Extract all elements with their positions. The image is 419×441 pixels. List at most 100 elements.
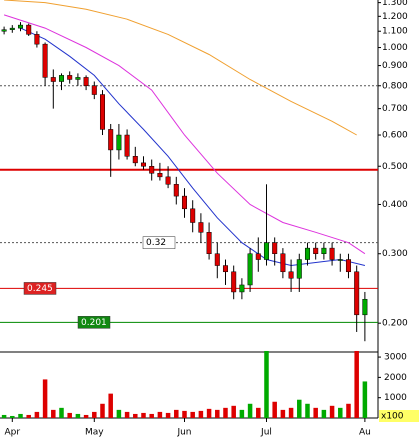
y-tick-label: 0.200 xyxy=(382,319,408,329)
candle-body xyxy=(206,232,212,254)
y-tick-label: 0.800 xyxy=(382,81,408,91)
candle-body xyxy=(26,24,32,35)
volume-bar xyxy=(362,381,368,418)
volume-bar xyxy=(149,413,154,418)
volume-bar xyxy=(239,409,245,418)
plot-bg xyxy=(0,0,378,418)
candle-body xyxy=(313,247,319,254)
y-tick-label: 1000 xyxy=(384,393,407,403)
volume-bar xyxy=(313,407,318,418)
y-tick-label: 2000 xyxy=(384,373,407,383)
candle-body xyxy=(329,247,335,260)
candle-body xyxy=(58,75,65,82)
candle-body xyxy=(345,259,351,273)
candle-body xyxy=(149,166,155,174)
level-label-box xyxy=(77,316,111,329)
volume-bar xyxy=(141,412,146,418)
volume-bar xyxy=(329,405,335,418)
volume-bar xyxy=(206,408,212,418)
candle-body xyxy=(354,271,360,316)
volume-bar xyxy=(42,379,48,418)
volume-bar xyxy=(346,403,351,418)
candle-body xyxy=(263,242,269,260)
candle-body xyxy=(362,298,368,316)
candle-body xyxy=(83,77,89,87)
level-label: 0.32 xyxy=(146,238,166,248)
candle-body xyxy=(108,129,114,151)
candle-body xyxy=(272,242,278,254)
candle-body xyxy=(296,259,302,279)
volume-bar xyxy=(108,393,113,418)
volume-bar xyxy=(75,413,81,418)
volume-bar xyxy=(67,412,72,418)
volume-bar xyxy=(256,407,261,418)
volume-bar xyxy=(157,411,163,418)
candle-body xyxy=(50,77,56,82)
y-tick-label: 1.100 xyxy=(382,27,408,37)
volume-bar xyxy=(272,401,277,418)
volume-bar xyxy=(116,409,122,418)
volume-bar xyxy=(338,407,343,418)
y-tick-label: 0.600 xyxy=(382,131,408,141)
candle-body xyxy=(9,27,15,30)
candle-body xyxy=(173,184,179,197)
volume-bar xyxy=(215,409,220,418)
volume-bar xyxy=(297,399,302,418)
candle-body xyxy=(91,85,97,95)
volume-bar xyxy=(83,414,89,418)
volume-bar xyxy=(264,350,269,418)
candle-body xyxy=(75,77,81,80)
level-label-box xyxy=(23,282,57,295)
y-tick-label: 3000 xyxy=(384,353,407,363)
unit-box xyxy=(379,410,419,422)
candle-body xyxy=(116,134,122,151)
volume-bar xyxy=(92,411,97,418)
candle-body xyxy=(239,284,245,293)
candle-body xyxy=(231,271,237,293)
volume-bar xyxy=(100,403,105,418)
volume-bar xyxy=(247,403,253,418)
candle-body xyxy=(255,253,261,260)
volume-bar xyxy=(280,409,286,418)
volume-bar xyxy=(133,413,138,418)
candle-body xyxy=(190,208,196,223)
volume-bar xyxy=(223,407,228,418)
volume-bar xyxy=(59,407,64,418)
x-tick-label: Au xyxy=(359,428,371,438)
volume-bar xyxy=(165,412,171,418)
candle-body xyxy=(198,222,204,233)
y-tick-label: 1.000 xyxy=(382,43,408,53)
volume-bar xyxy=(124,411,130,418)
level-label-box xyxy=(142,236,176,249)
candle-body xyxy=(288,271,294,279)
candle-body xyxy=(337,259,343,261)
candle-body xyxy=(165,176,171,185)
volume-bar xyxy=(354,350,359,418)
candle-body xyxy=(181,195,187,210)
volume-bar xyxy=(231,405,236,418)
y-tick-label: 0.400 xyxy=(382,200,408,210)
candle-body xyxy=(1,29,7,32)
x-tick-label: Jun xyxy=(176,428,191,438)
volume-bar xyxy=(1,414,7,418)
candle-body xyxy=(140,162,146,167)
candle-body xyxy=(17,24,24,29)
candle-body xyxy=(99,94,105,130)
y-tick-label: 1.200 xyxy=(382,12,408,22)
moving-average xyxy=(3,14,366,255)
candle-body xyxy=(214,253,220,266)
y-tick-label: 0.300 xyxy=(382,249,408,259)
y-tick-label: 0.700 xyxy=(382,104,408,114)
candle-body xyxy=(247,253,253,286)
volume-bar xyxy=(18,413,23,418)
x-tick-label: Apr xyxy=(5,428,21,438)
y-tick-label: 0.900 xyxy=(382,61,408,71)
candle-body xyxy=(304,247,310,260)
volume-bar xyxy=(51,409,56,418)
candle-body xyxy=(321,247,327,254)
candle-body xyxy=(222,265,228,273)
volume-bar xyxy=(34,411,40,418)
volume-bar xyxy=(198,410,204,418)
y-tick-label: 1.300 xyxy=(382,0,408,8)
